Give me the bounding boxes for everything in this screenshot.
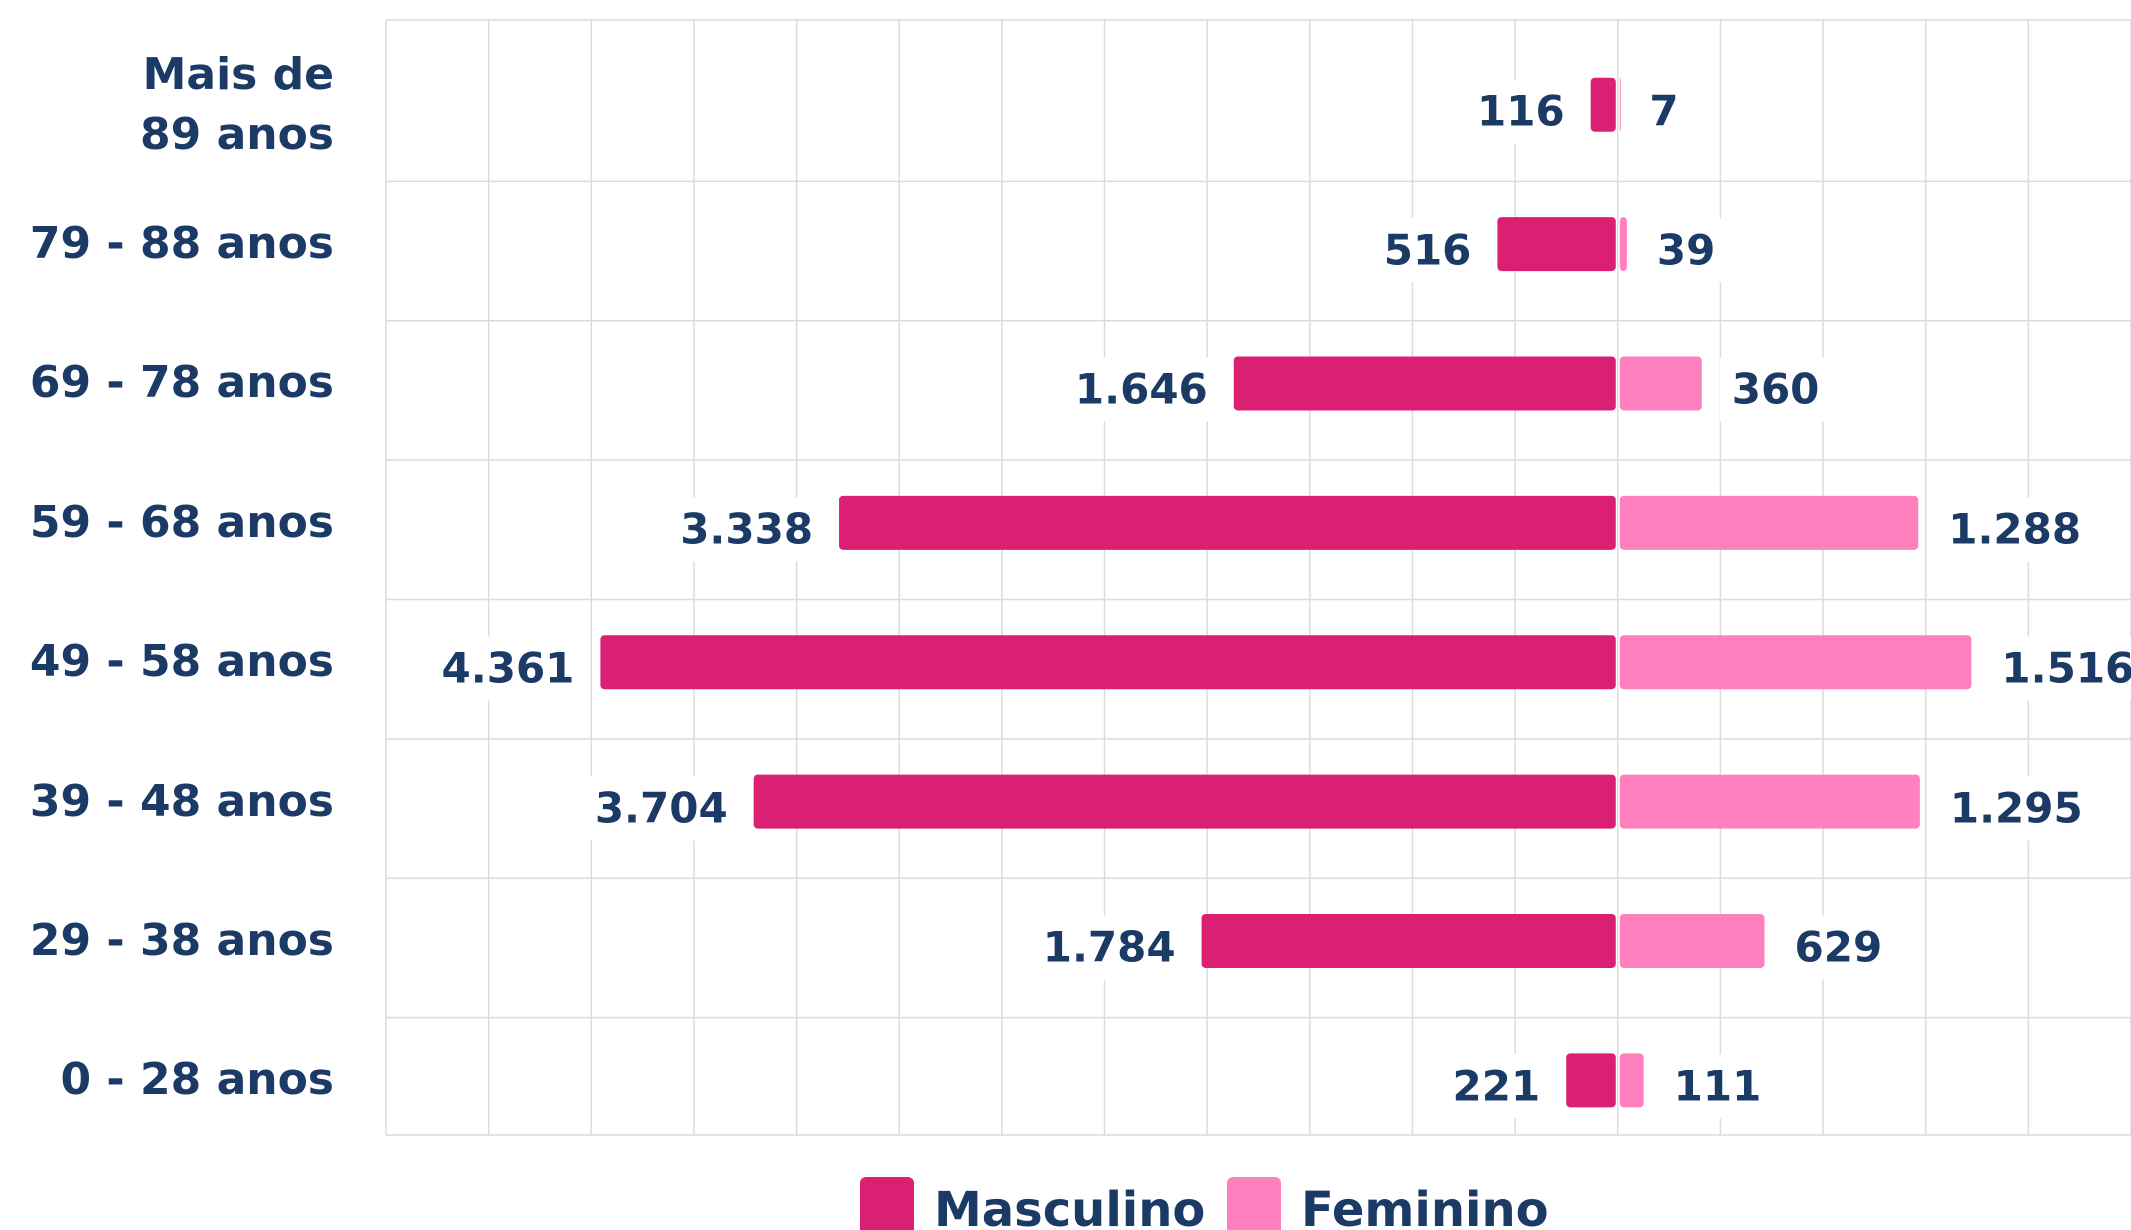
- category-label: 0 - 28 anos: [60, 1054, 335, 1106]
- bar: [1566, 1053, 1616, 1108]
- legend-swatch: [1227, 1177, 1281, 1230]
- bar: [1201, 913, 1616, 968]
- value-label: 516: [1371, 218, 1484, 283]
- bar: [600, 635, 1616, 690]
- bar: [1619, 495, 1919, 550]
- category-label: 49 - 58 anos: [29, 636, 334, 688]
- value-label: 360: [1719, 357, 1832, 422]
- bar: [1233, 356, 1616, 411]
- value-label: 1.295: [1937, 775, 2095, 840]
- bar: [753, 774, 1616, 829]
- value-label: 3.338: [668, 497, 826, 562]
- value-label: 3.704: [582, 775, 740, 840]
- value-label: 39: [1644, 218, 1728, 283]
- category-label: 69 - 78 anos: [29, 357, 334, 409]
- bar: [839, 495, 1616, 550]
- category-label: 29 - 38 anos: [29, 914, 334, 966]
- category-label: 79 - 88 anos: [29, 218, 334, 270]
- bar: [1619, 1053, 1644, 1108]
- value-label: 116: [1465, 79, 1577, 144]
- bar: [1619, 217, 1627, 272]
- value-label: 111: [1661, 1054, 1774, 1119]
- value-label: 1.516: [1989, 636, 2131, 701]
- value-label: 1.784: [1030, 915, 1188, 980]
- value-label: 4.361: [429, 636, 587, 701]
- legend-swatch: [860, 1177, 914, 1230]
- value-label: 1.646: [1062, 357, 1220, 422]
- value-label: 1.288: [1936, 497, 2094, 562]
- value-label: 221: [1440, 1054, 1553, 1119]
- bar: [1619, 356, 1702, 411]
- legend-label: Feminino: [1301, 1182, 1549, 1230]
- legend-label: Masculino: [934, 1182, 1206, 1230]
- bar: [1619, 635, 1972, 690]
- bar: [1619, 774, 1920, 829]
- value-label: 7: [1637, 79, 1691, 144]
- category-label: 59 - 68 anos: [29, 496, 334, 548]
- value-label: 629: [1782, 915, 1895, 980]
- bar: [1619, 77, 1621, 132]
- bar: [1590, 77, 1616, 132]
- bar: [1619, 913, 1765, 968]
- category-label: 39 - 48 anos: [29, 775, 334, 827]
- category-label: Mais de 89 anos: [140, 48, 334, 160]
- bar: [1497, 217, 1616, 272]
